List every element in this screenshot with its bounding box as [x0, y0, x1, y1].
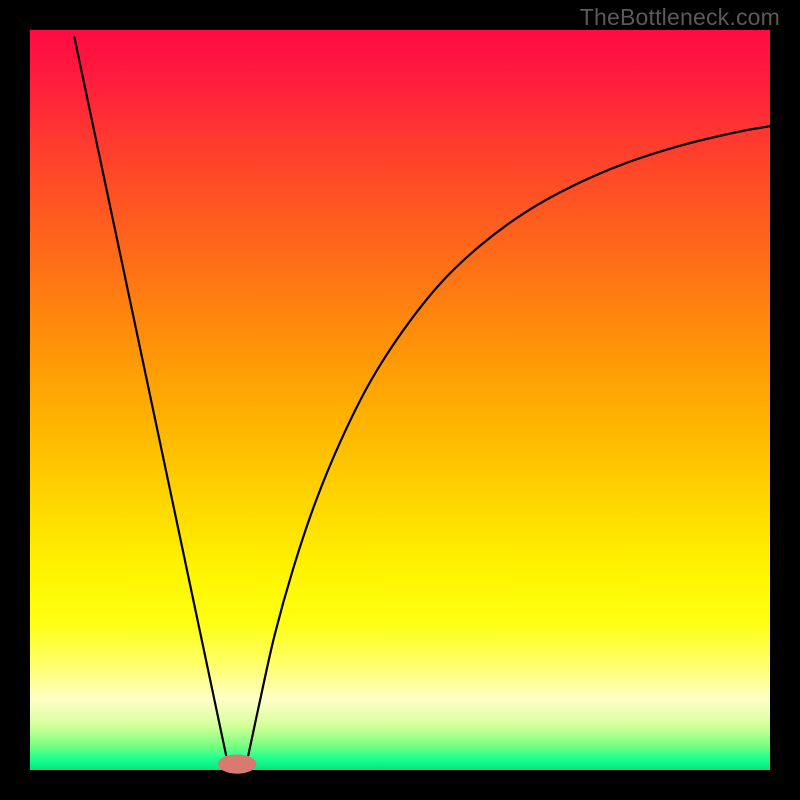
bottleneck-chart	[0, 0, 800, 800]
chart-gradient-area	[30, 30, 770, 770]
chart-container: TheBottleneck.com	[0, 0, 800, 800]
optimal-point-marker	[218, 754, 256, 773]
watermark-text: TheBottleneck.com	[580, 4, 780, 31]
